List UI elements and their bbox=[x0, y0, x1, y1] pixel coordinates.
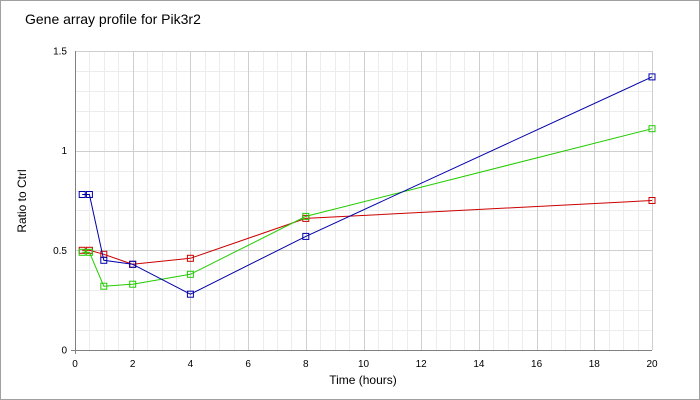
data-point-marker bbox=[186, 254, 194, 262]
data-point-marker bbox=[302, 212, 310, 220]
x-tick-label: 2 bbox=[130, 359, 136, 370]
x-tick-label: 16 bbox=[531, 359, 543, 370]
data-point-marker bbox=[648, 73, 656, 81]
y-axis-label: Ratio to Ctrl bbox=[15, 169, 29, 232]
minor-grid bbox=[75, 51, 653, 351]
x-tick-label: 4 bbox=[188, 359, 194, 370]
data-point-marker bbox=[129, 260, 137, 268]
y-tick-labels: 0 0.5 1 1.5 bbox=[53, 47, 67, 357]
x-tick-label: 0 bbox=[72, 359, 78, 370]
data-point-marker bbox=[648, 197, 656, 204]
x-axis-label: Time (hours) bbox=[329, 373, 397, 387]
data-point-marker bbox=[186, 290, 194, 298]
series-layer bbox=[78, 73, 656, 298]
data-point-marker bbox=[78, 191, 86, 198]
chart-title: Gene array profile for Pik3r2 bbox=[25, 11, 201, 27]
x-tick-label: 20 bbox=[646, 359, 658, 370]
data-point-marker bbox=[85, 191, 93, 198]
data-point-marker bbox=[129, 280, 137, 288]
data-point-marker bbox=[78, 248, 86, 256]
y-tick-label: 1 bbox=[61, 146, 67, 157]
x-tick-label: 6 bbox=[245, 359, 251, 370]
data-point-marker bbox=[85, 248, 93, 256]
data-point-marker bbox=[100, 256, 108, 264]
x-tick-label: 12 bbox=[416, 359, 428, 370]
x-tick-label: 8 bbox=[303, 359, 309, 370]
series-2 bbox=[78, 125, 656, 290]
series-line bbox=[82, 76, 653, 295]
y-tick-label: 1.5 bbox=[53, 47, 67, 58]
series-line bbox=[82, 128, 653, 287]
x-tick-labels: 0 2 4 6 8 10 12 14 16 18 20 bbox=[72, 359, 658, 370]
data-point-marker bbox=[100, 282, 108, 290]
data-point-marker bbox=[186, 270, 194, 278]
y-tick-label: 0 bbox=[61, 346, 67, 357]
y-tick-label: 0.5 bbox=[53, 246, 67, 257]
data-point-marker bbox=[302, 232, 310, 240]
x-tick-label: 14 bbox=[473, 359, 485, 370]
series-3 bbox=[78, 73, 656, 298]
data-point-marker bbox=[648, 125, 656, 133]
x-tick-label: 18 bbox=[589, 359, 601, 370]
x-tick-label: 10 bbox=[358, 359, 370, 370]
axes bbox=[71, 51, 652, 354]
